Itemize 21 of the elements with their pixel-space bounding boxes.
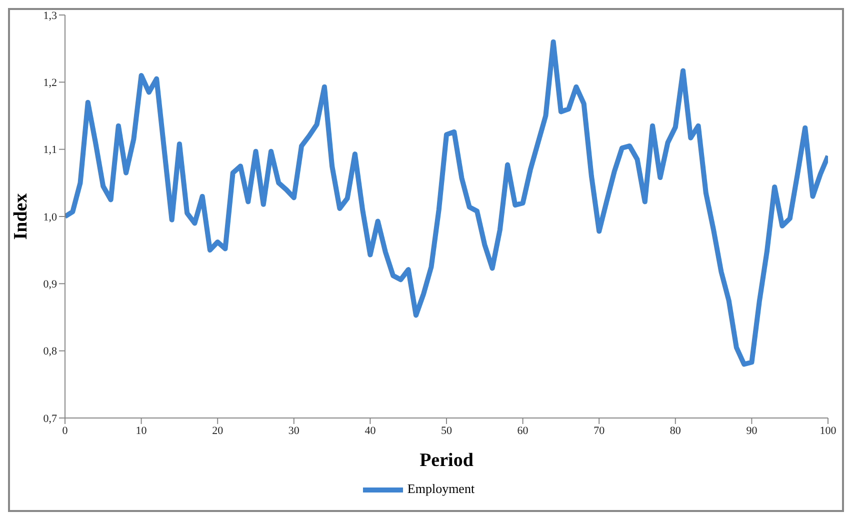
y-tick-label: 1,2 xyxy=(43,77,57,90)
x-tick-label: 100 xyxy=(820,424,837,437)
y-tick-label: 1,3 xyxy=(43,10,58,22)
x-tick-label: 50 xyxy=(441,424,452,437)
y-tick-label: 1,0 xyxy=(43,211,58,224)
x-tick-label: 70 xyxy=(594,424,606,437)
x-tick-label: 40 xyxy=(364,424,376,437)
y-axis-title: Index xyxy=(10,192,32,240)
x-tick-label: 20 xyxy=(212,424,224,437)
legend-label: Employment xyxy=(407,480,475,496)
x-tick-label: 10 xyxy=(136,424,148,437)
x-tick-label: 30 xyxy=(288,424,300,437)
x-axis-title: Period xyxy=(420,450,474,471)
y-tick-label: 0,9 xyxy=(43,278,58,291)
y-tick-label: 1,1 xyxy=(43,144,57,156)
x-tick-label: 0 xyxy=(62,424,68,437)
x-tick-label: 80 xyxy=(670,424,682,437)
x-tick-label: 60 xyxy=(517,424,529,437)
y-tick-label: 0,8 xyxy=(43,346,58,358)
y-tick-label: 0,7 xyxy=(43,412,58,425)
x-tick-label: 90 xyxy=(746,424,758,437)
